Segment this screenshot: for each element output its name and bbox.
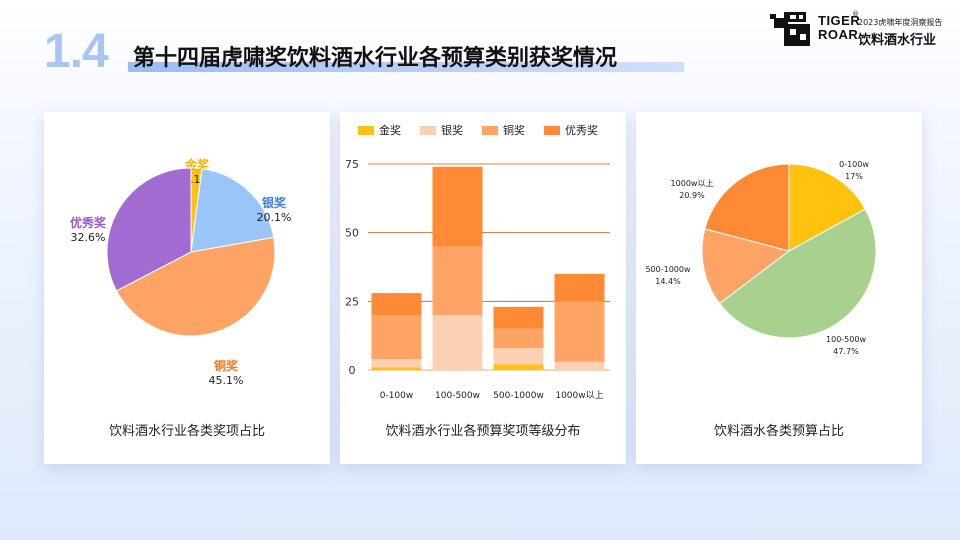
budget-pie-label-0: 0-100w	[839, 160, 869, 169]
bar-100-500w-silver	[432, 315, 483, 370]
award-pie-pct-1: 20.1%	[257, 211, 292, 224]
title-underline-bar	[128, 62, 684, 72]
tiger-roar-logo-mark-icon	[770, 12, 810, 46]
budget-pie-pct-0: 17%	[845, 172, 863, 181]
bar-0-100w-excellence	[371, 293, 422, 316]
x-tick-label-2: 500-1000w	[493, 391, 544, 401]
budget-share-caption: 饮料酒水各类预算占比	[713, 424, 844, 439]
y-tick-label-3: 75	[345, 158, 359, 171]
budget-pie-slice-0	[788, 163, 866, 252]
x-tick-label-0: 0-100w	[380, 391, 414, 401]
tiger-roar-logo: TIGER ROAR ® 2023虎啸年度洞察报告 饮料酒水行业	[770, 10, 960, 50]
legend-swatch-1	[420, 126, 436, 135]
bar-100-500w-bronze	[432, 246, 483, 316]
logo-brand-line2: ROAR	[818, 27, 859, 42]
legend-swatch-3	[544, 126, 560, 135]
y-tick-label-1: 25	[345, 295, 359, 308]
report-name: 2023虎啸年度洞察报告	[858, 18, 943, 27]
bar-500-1000w-gold	[493, 364, 544, 370]
y-tick-label-2: 50	[345, 227, 359, 240]
x-tick-label-3: 1000w以上	[555, 390, 603, 401]
bar-100-500w-excellence	[432, 166, 483, 247]
legend-label-3: 优秀奖	[565, 123, 598, 137]
budget-award-caption: 饮料酒水行业各预算奖项等级分布	[385, 424, 581, 439]
y-tick-label-0: 0	[349, 364, 356, 377]
budget-pie-pct-3: 20.9%	[679, 191, 705, 200]
bar-500-1000w-excellence	[493, 306, 544, 329]
industry-name: 饮料酒水行业	[858, 33, 937, 48]
award-pie-pct-2: 45.1%	[209, 374, 244, 387]
bar-1000w-excellence	[554, 273, 605, 302]
bar-1000w-bronze	[554, 301, 605, 362]
budget-pie-slice-2	[701, 228, 791, 305]
bar-1000w-silver	[554, 361, 605, 370]
legend-label-2: 铜奖	[503, 123, 525, 137]
logo-brand-text: TIGER ROAR	[818, 14, 860, 42]
bar-500-1000w-silver	[493, 348, 544, 365]
budget-pie-label-2: 500-1000w	[645, 265, 691, 274]
registered-mark: ®	[852, 10, 859, 18]
legend-label-1: 银奖	[441, 123, 463, 137]
logo-brand-line1: TIGER	[818, 13, 861, 28]
budget-pie-pct-1: 47.7%	[833, 347, 859, 356]
award-share-caption: 饮料酒水行业各类奖项占比	[108, 424, 265, 439]
award-pie-slice-1	[190, 168, 275, 253]
award-pie-label-3: 优秀奖	[70, 215, 107, 230]
budget-share-pie-chart: 0-100w 17% 100-500w 47.7% 500-1000w 14.4% 1000…	[645, 160, 877, 356]
award-pie-label-1: 银奖	[262, 195, 287, 210]
bar-500-1000w-bronze	[493, 328, 544, 349]
legend-label-0: 金奖	[379, 123, 401, 137]
budget-pie-slice-3	[704, 163, 790, 252]
award-pie-pct-3: 32.6%	[71, 231, 106, 244]
bar-0-100w-gold	[371, 367, 422, 370]
x-tick-label-1: 100-500w	[435, 391, 480, 401]
budget-award-distribution-card: 金奖 银奖 铜奖 优秀奖 0 25 50 75 0-100w 100-500w 500-1000w 1…	[340, 112, 626, 464]
legend-swatch-0	[358, 126, 374, 135]
budget-pie-slice-1	[718, 208, 877, 339]
budget-pie-pct-2: 14.4%	[655, 277, 681, 286]
bar-0-100w-silver	[371, 359, 422, 368]
award-pie-slice-3	[106, 167, 192, 292]
award-share-card: 金奖 2.1% 银奖 20.1% 铜奖 45.1% 优秀奖 32.6% 饮料酒水行业各类奖项占…	[44, 112, 330, 464]
bar-0-100w-bronze	[371, 315, 422, 360]
section-number: 1.4	[44, 25, 109, 78]
award-pie-label-2: 铜奖	[214, 358, 239, 373]
page-title: 第十四届虎啸奖饮料酒水行业各预算类别获奖情况	[133, 46, 618, 71]
budget-share-card: 0-100w 17% 100-500w 47.7% 500-1000w 14.4% 1000…	[636, 112, 922, 464]
budget-award-stacked-bar-chart: 金奖 银奖 铜奖 优秀奖 0 25 50 75 0-100w 100-500w 500-1000w 1…	[345, 123, 610, 401]
legend-swatch-2	[482, 126, 498, 135]
budget-pie-label-3: 1000w以上	[671, 179, 714, 188]
budget-pie-label-1: 100-500w	[826, 335, 866, 344]
award-pie-slice-2	[115, 236, 276, 337]
